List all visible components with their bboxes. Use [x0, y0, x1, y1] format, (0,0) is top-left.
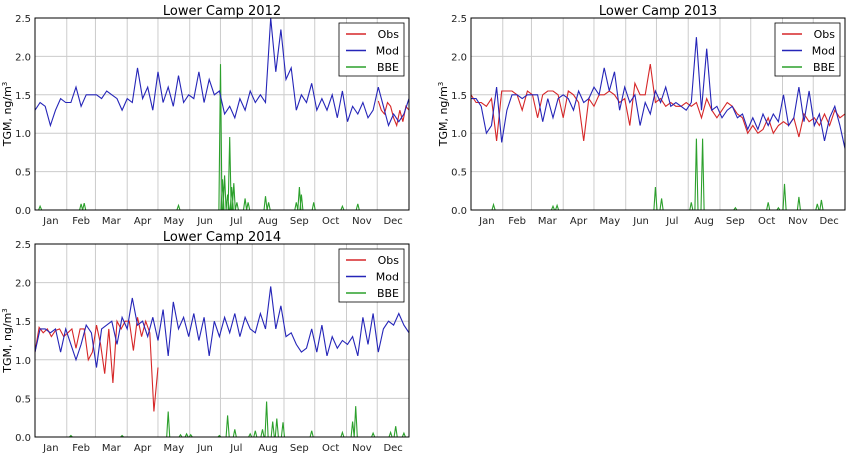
y-tick-label: 2.5: [451, 14, 467, 25]
y-tick-label: 0.0: [451, 206, 467, 217]
x-tick-label: Apr: [134, 443, 152, 454]
x-tick-label: Feb: [72, 216, 90, 227]
y-tick-label: 1.0: [451, 129, 467, 140]
x-tick-label: Mar: [102, 216, 122, 227]
y-tick-label: 2.0: [15, 279, 31, 290]
x-tick-label: Aug: [258, 216, 278, 227]
bbe-series-line: [35, 64, 409, 210]
y-axis-label-superscript: 3: [437, 82, 445, 86]
legend-label-bbe: BBE: [813, 61, 835, 74]
y-tick-label: 2.5: [15, 14, 31, 25]
x-tick-label: Jul: [229, 443, 242, 454]
y-axis-label: TGM, ng/m3: [1, 82, 14, 148]
x-tick-label: Oct: [758, 216, 775, 227]
x-tick-label: Jun: [196, 443, 213, 454]
mod-series-line: [471, 37, 845, 149]
x-tick-label: Sep: [290, 216, 309, 227]
y-tick-label: 1.5: [451, 91, 467, 102]
chart-panel-1: 0.0 0.5 1.0 1.5 2.0 2.5 Jan Feb Mar Apr May Jun Jul A…: [1, 4, 410, 227]
x-tick-label: Oct: [322, 443, 339, 454]
x-tick-label: Jun: [196, 216, 213, 227]
legend: Obs Mod BBE: [338, 22, 405, 77]
x-tick-label: Jun: [632, 216, 649, 227]
y-tick-label: 2.5: [15, 240, 31, 251]
x-tick-label: Jul: [229, 216, 242, 227]
y-tick-label: 1.5: [15, 91, 31, 102]
x-tick-label: Nov: [788, 216, 808, 227]
plot-frame: [34, 17, 410, 211]
y-tick-label: 0.5: [15, 394, 31, 405]
x-tick-label: Dec: [819, 216, 838, 227]
obs-series-line: [377, 100, 409, 128]
x-tick-label: Feb: [72, 443, 90, 454]
x-tick-label: Jan: [42, 216, 58, 227]
x-tick-label: Sep: [726, 216, 745, 227]
x-tick-label: Feb: [508, 216, 526, 227]
x-tick-label: Mar: [538, 216, 558, 227]
legend: Obs Mod BBE: [338, 248, 405, 303]
mod-series-line: [35, 286, 409, 368]
x-tick-label: Dec: [383, 443, 402, 454]
bbe-series-line: [35, 401, 409, 437]
legend-label-mod: Mod: [376, 45, 399, 58]
x-tick-label: Aug: [258, 443, 278, 454]
legend-label-obs: Obs: [378, 28, 400, 41]
chart-title: Lower Camp 2014: [163, 230, 281, 245]
x-tick-label: May: [599, 216, 620, 227]
x-tick-label: Mar: [102, 443, 122, 454]
x-tick-label: Nov: [352, 216, 372, 227]
chart-title: Lower Camp 2012: [163, 4, 281, 19]
y-axis-label: TGM, ng/m3: [437, 82, 450, 148]
chart-panel-3: 0.0 0.5 1.0 1.5 2.0 2.5 Jan Feb Mar Apr May Jun Jul A…: [1, 230, 410, 454]
y-tick-label: 1.5: [15, 317, 31, 328]
x-tick-label: May: [163, 443, 184, 454]
x-tick-label: Oct: [322, 216, 339, 227]
y-tick-label: 2.0: [15, 52, 31, 63]
y-axis-label-superscript: 3: [1, 308, 9, 312]
y-tick-label: 0.0: [15, 206, 31, 217]
chart-panel-2: 0.0 0.5 1.0 1.5 2.0 2.5 Jan Feb Mar Apr May Jun Jul A…: [437, 4, 846, 227]
legend-label-bbe: BBE: [377, 61, 399, 74]
legend-label-mod: Mod: [376, 271, 399, 284]
y-tick-label: 0.0: [15, 433, 31, 444]
x-tick-label: May: [163, 216, 184, 227]
y-tick-label: 0.5: [451, 168, 467, 179]
legend: Obs Mod BBE: [774, 22, 841, 77]
plot-frame: [470, 17, 846, 211]
y-tick-label: 1.0: [15, 356, 31, 367]
x-tick-label: Apr: [570, 216, 588, 227]
y-tick-label: 1.0: [15, 129, 31, 140]
legend-label-obs: Obs: [814, 28, 836, 41]
legend-label-obs: Obs: [378, 254, 400, 267]
x-tick-label: Nov: [352, 443, 372, 454]
y-axis-label: TGM, ng/m3: [1, 308, 14, 374]
y-tick-label: 2.0: [451, 52, 467, 63]
plot-frame: [34, 243, 410, 438]
bbe-series-line: [471, 138, 845, 210]
x-tick-label: Sep: [290, 443, 309, 454]
mod-series-line: [35, 18, 409, 128]
x-tick-label: Jan: [478, 216, 494, 227]
x-tick-label: Dec: [383, 216, 402, 227]
obs-series-line: [471, 64, 845, 141]
x-tick-label: Aug: [694, 216, 714, 227]
x-tick-label: Jul: [665, 216, 678, 227]
legend-label-bbe: BBE: [377, 287, 399, 300]
x-tick-label: Jan: [42, 443, 58, 454]
y-axis-label-superscript: 3: [1, 82, 9, 86]
legend-label-mod: Mod: [812, 45, 835, 58]
chart-title: Lower Camp 2013: [599, 4, 717, 19]
x-tick-label: Apr: [134, 216, 152, 227]
y-tick-label: 0.5: [15, 168, 31, 179]
